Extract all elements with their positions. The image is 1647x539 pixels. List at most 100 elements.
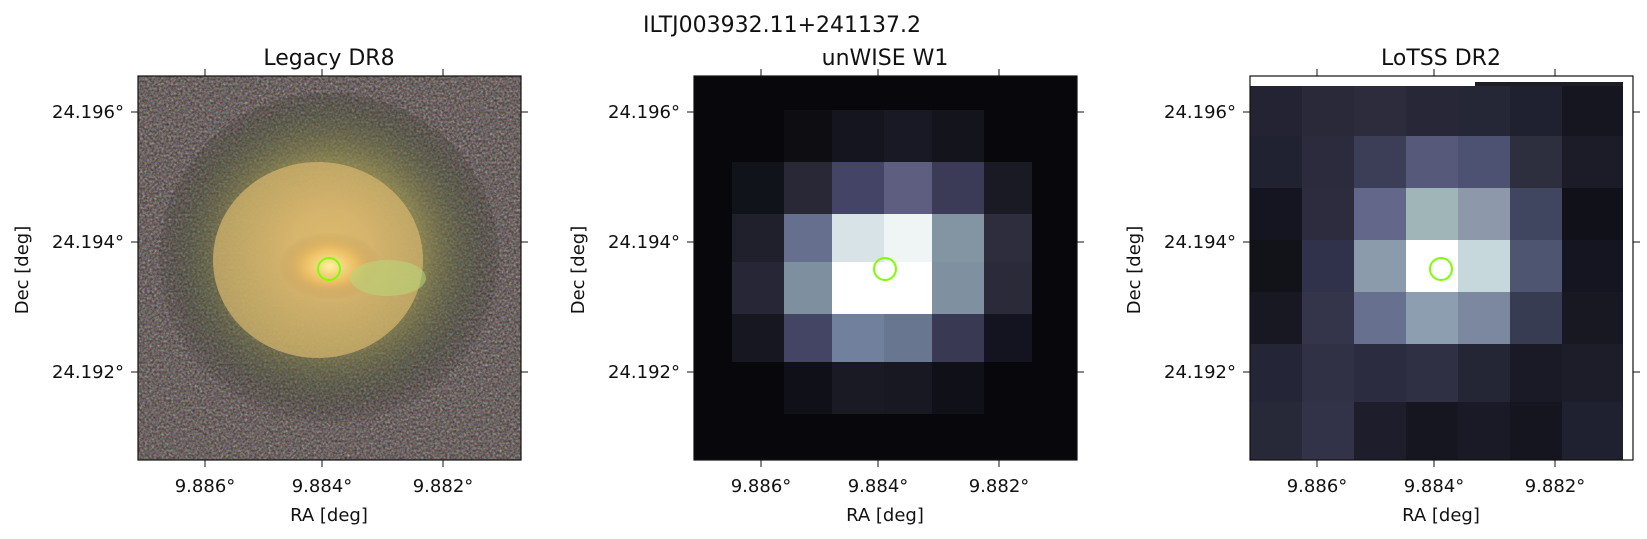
legacy-ylabel: Dec [deg] (12, 226, 33, 315)
panel-title-unwise: unWISE W1 (822, 46, 949, 71)
lotss-cell-9 (1302, 136, 1354, 188)
lotss-cell-47 (1458, 402, 1510, 460)
lotss-cell-31 (1354, 292, 1406, 344)
unwise-cell-15 (832, 262, 884, 314)
unwise-cell-8 (784, 214, 832, 262)
lotss-xtick-3: 9.882° (1525, 476, 1586, 497)
lotss-cell-8 (1250, 136, 1302, 188)
lotss-cell-15 (1250, 188, 1302, 240)
lotss-cell-46 (1406, 402, 1458, 460)
panel-lotss: LoTSS DR2 (1124, 46, 1640, 526)
figure-title: ILTJ003932.11+241137.2 (643, 13, 921, 38)
unwise-xlabel: RA [deg] (846, 505, 924, 526)
unwise-cell-22 (884, 314, 932, 362)
lotss-cell-10 (1354, 136, 1406, 188)
lotss-cell-24 (1354, 240, 1406, 292)
lotss-cell-25 (1406, 240, 1458, 292)
lotss-cell-37 (1302, 344, 1354, 402)
lotss-cell-43 (1250, 402, 1302, 460)
unwise-ylabel: Dec [deg] (568, 226, 589, 315)
lotss-cell-41 (1510, 344, 1562, 402)
lotss-cell-21 (1562, 188, 1623, 240)
lotss-cell-20 (1510, 188, 1562, 240)
lotss-cell-22 (1250, 240, 1302, 292)
unwise-cell-30 (832, 362, 884, 414)
lotss-cell-1 (1250, 86, 1302, 136)
lotss-ytick-2: 24.194° (1164, 232, 1236, 253)
lotss-cell-18 (1406, 188, 1458, 240)
unwise-cell-9 (832, 214, 884, 262)
lotss-cell-35 (1562, 292, 1623, 344)
legacy-xtick-1: 9.886° (175, 476, 236, 497)
legacy-xtick-3: 9.882° (413, 476, 474, 497)
lotss-cell-17 (1354, 188, 1406, 240)
lotss-cell-49 (1562, 402, 1623, 460)
lotss-cell-38 (1354, 344, 1406, 402)
lotss-cell-32 (1406, 292, 1458, 344)
lotss-cell-45 (1354, 402, 1406, 460)
unwise-cell-25 (784, 110, 832, 162)
lotss-cell-11 (1406, 136, 1458, 188)
unwise-cell-1 (732, 162, 784, 214)
lotss-cell-5 (1458, 86, 1510, 136)
lotss-ytick-3: 24.192° (1164, 362, 1236, 383)
unwise-cell-29 (784, 362, 832, 414)
lotss-ytick-1: 24.196° (1164, 102, 1236, 123)
lotss-cell-3 (1354, 86, 1406, 136)
unwise-ytick-1: 24.196° (608, 102, 680, 123)
unwise-cell-28 (932, 110, 984, 162)
lotss-cell-14 (1562, 136, 1623, 188)
lotss-cell-7 (1562, 86, 1623, 136)
lotss-cell-33 (1458, 292, 1510, 344)
lotss-cell-2 (1302, 86, 1354, 136)
lotss-cell-4 (1406, 86, 1458, 136)
unwise-xtick-2: 9.884° (848, 476, 909, 497)
unwise-frame (693, 75, 1078, 461)
lotss-cell-29 (1250, 292, 1302, 344)
lotss-cell-13 (1510, 136, 1562, 188)
lotss-cell-44 (1302, 402, 1354, 460)
lotss-xtick-1: 9.886° (1287, 476, 1348, 497)
unwise-cell-11 (932, 214, 984, 262)
lotss-cell-42 (1562, 344, 1623, 402)
unwise-cell-21 (832, 314, 884, 362)
lotss-cell-23 (1302, 240, 1354, 292)
lotss-xtick-2: 9.884° (1404, 476, 1465, 497)
unwise-image (693, 75, 1078, 461)
lotss-cell-12 (1458, 136, 1510, 188)
lotss-source-marker (1429, 257, 1453, 281)
unwise-cell-5 (932, 162, 984, 214)
unwise-cell-19 (732, 314, 784, 362)
unwise-cell-2 (784, 162, 832, 214)
unwise-cell-32 (932, 362, 984, 414)
legacy-ytick-1: 24.196° (52, 102, 124, 123)
unwise-cell-14 (784, 262, 832, 314)
legacy-image (137, 75, 522, 461)
unwise-source-marker (873, 257, 897, 281)
lotss-ylabel: Dec [deg] (1124, 226, 1145, 315)
unwise-cell-12 (984, 214, 1032, 262)
lotss-cell-16 (1302, 188, 1354, 240)
unwise-axes: 9.886° 9.884° 9.882° 24.196° 24.194° 24.… (568, 69, 1084, 526)
unwise-cell-26 (832, 110, 884, 162)
lotss-axes: 9.886° 9.884° 9.882° 24.196° 24.194° 24.… (1124, 69, 1640, 526)
unwise-cell-6 (984, 162, 1032, 214)
legacy-source-marker (317, 257, 341, 281)
lotss-cell-40 (1458, 344, 1510, 402)
unwise-cell-24 (984, 314, 1032, 362)
panel-legacy: Legacy DR8 9.886° 9.884° 9.882° (12, 46, 528, 526)
lotss-cell-48 (1510, 402, 1562, 460)
unwise-cell-7 (732, 214, 784, 262)
unwise-cell-4 (884, 162, 932, 214)
unwise-cell-27 (884, 110, 932, 162)
panel-unwise: unWISE W1 (568, 46, 1084, 526)
unwise-cell-16 (884, 262, 932, 314)
unwise-cell-18 (984, 262, 1032, 314)
lotss-cell-39 (1406, 344, 1458, 402)
unwise-ytick-3: 24.192° (608, 362, 680, 383)
lotss-cell-19 (1458, 188, 1510, 240)
panel-title-legacy: Legacy DR8 (263, 46, 394, 71)
unwise-xtick-1: 9.886° (731, 476, 792, 497)
unwise-cell-23 (932, 314, 984, 362)
